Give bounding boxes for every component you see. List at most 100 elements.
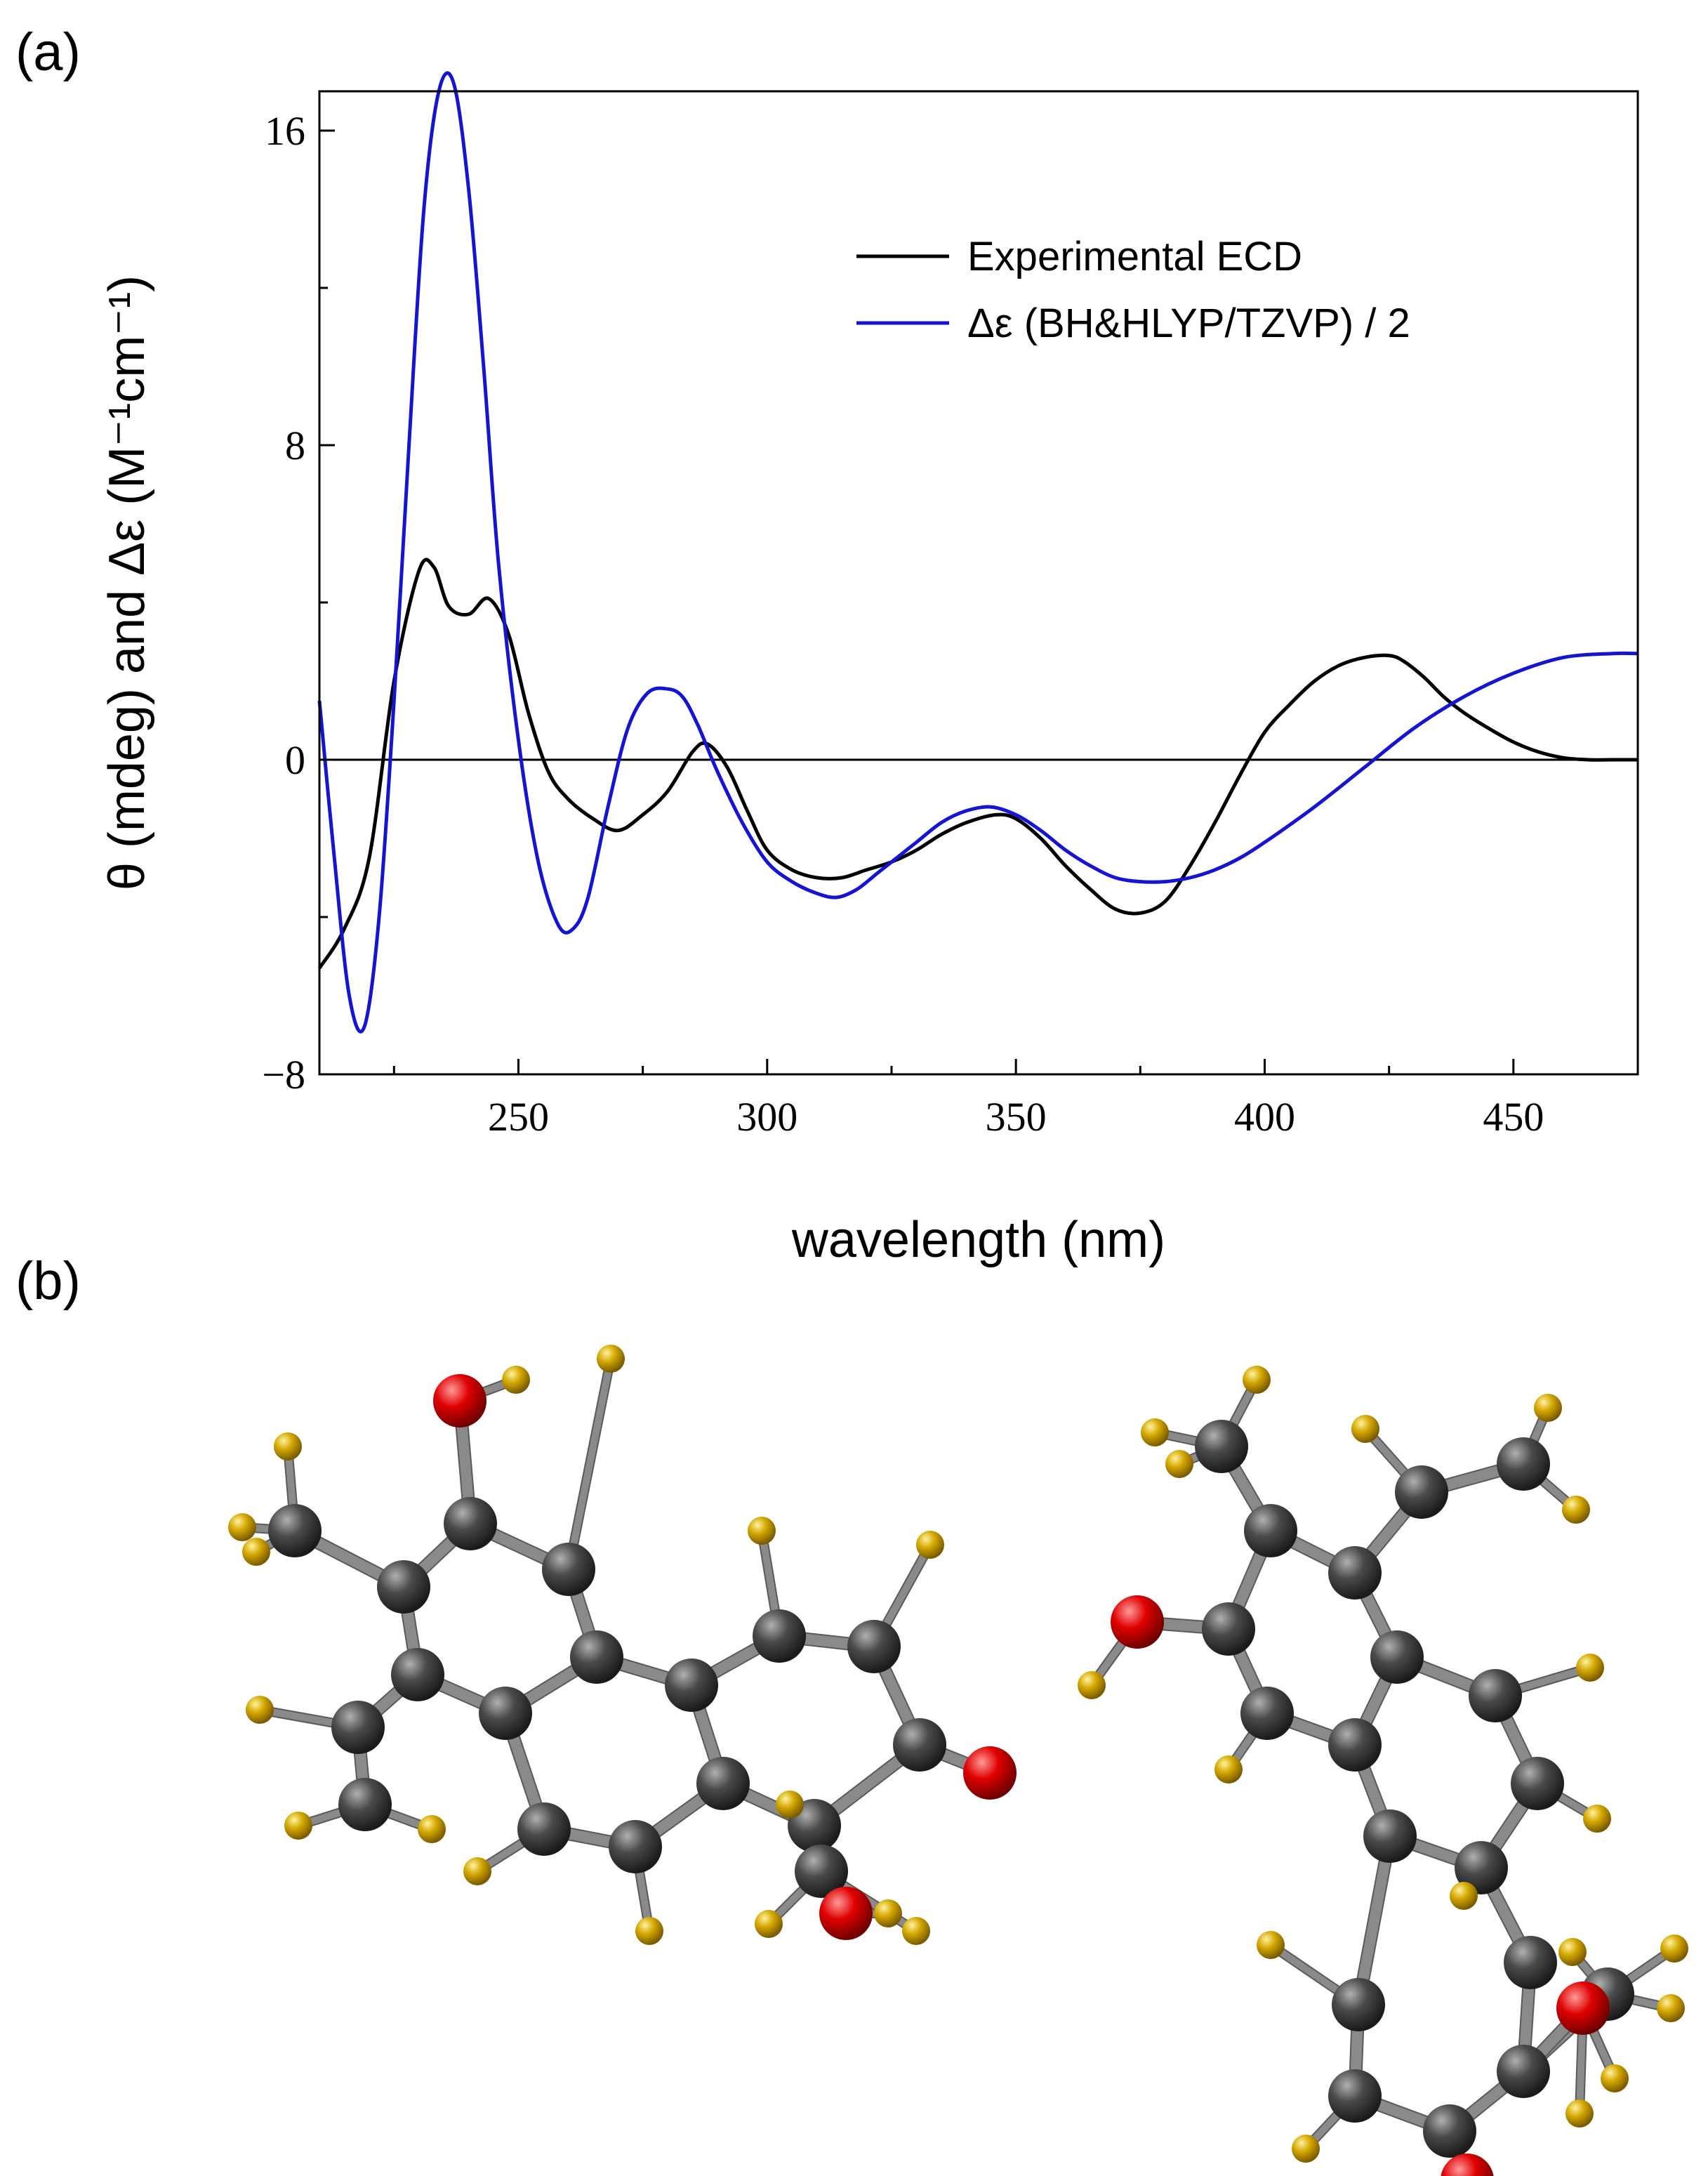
carbon-atom — [1363, 1809, 1417, 1863]
hydrogen-atom — [463, 1857, 491, 1885]
carbon-atom — [444, 1497, 497, 1550]
carbon-atom — [542, 1543, 595, 1596]
hydrogen-atom — [635, 1917, 663, 1945]
hydrogen-atom — [1243, 1366, 1271, 1394]
carbon-atom — [1395, 1465, 1448, 1519]
bond — [1353, 1831, 1396, 2010]
hydrogen-atom — [1660, 1934, 1688, 1963]
legend-label: Δε (BH&HLYP/TZVP) / 2 — [967, 301, 1410, 346]
carbon-atom — [1455, 1841, 1508, 1894]
hydrogen-atom — [228, 1513, 256, 1541]
hydrogen-atom — [1292, 2135, 1320, 2163]
carbon-atom — [753, 1609, 806, 1663]
hydrogen-atom — [1576, 1654, 1604, 1682]
y-tick-label: 16 — [265, 108, 305, 154]
carbon-atom — [696, 1757, 750, 1810]
plot-frame — [318, 90, 1639, 1076]
carbon-atom — [665, 1659, 718, 1712]
hydrogen-atom — [502, 1366, 530, 1394]
bond — [565, 1355, 614, 1573]
molecule-left — [228, 1345, 1017, 1945]
x-tick-label: 450 — [1483, 1094, 1544, 1140]
oxygen-atom — [1556, 1982, 1610, 2035]
oxygen-atom — [1111, 1595, 1164, 1649]
carbon-atom — [847, 1620, 901, 1673]
ecd-chart: 250 300 350 400 450 −8 0 8 16 wavelength (nm) θ… — [99, 71, 1639, 1268]
hydrogen-atom — [1565, 2099, 1594, 2128]
oxygen-atom — [433, 1374, 486, 1427]
hydrogen-atom — [597, 1345, 625, 1373]
hydrogen-atom — [1351, 1415, 1379, 1443]
carbon-atom — [377, 1560, 430, 1614]
carbon-atom — [1497, 2045, 1550, 2098]
carbon-atom — [517, 1802, 571, 1856]
molecule-right — [1078, 1366, 1688, 2176]
hydrogen-atom — [242, 1538, 270, 1566]
hydrogen-atom — [1214, 1755, 1243, 1783]
carbon-atom — [1328, 1546, 1382, 1600]
carbon-atom — [1244, 1504, 1297, 1557]
hydrogen-atom — [916, 1531, 944, 1559]
hydrogen-atom — [748, 1517, 776, 1545]
panel-label-a: (a) — [15, 22, 81, 82]
hydrogen-atom — [1078, 1671, 1106, 1699]
y-axis-title: θ (mdeg) and Δε (M⁻¹cm⁻¹) — [99, 275, 155, 890]
hydrogen-atom — [1601, 2064, 1629, 2092]
carbon-atom — [1370, 1630, 1424, 1684]
x-tick-label: 350 — [986, 1094, 1047, 1140]
carbon-atom — [1328, 2069, 1382, 2123]
hydrogen-atom — [874, 1899, 902, 1927]
carbon-atom — [1240, 1687, 1294, 1740]
carbon-atom — [1423, 2104, 1476, 2158]
x-tick-label: 400 — [1234, 1094, 1295, 1140]
y-tick-label: 8 — [285, 423, 305, 468]
hydrogen-atom — [1583, 1805, 1611, 1833]
carbon-atom — [570, 1630, 623, 1684]
hydrogen-atom — [1534, 1394, 1562, 1422]
series-bhhlyp-line — [317, 71, 1639, 1034]
y-tick-label: 0 — [285, 737, 305, 783]
hydrogen-atom — [902, 1917, 930, 1945]
carbon-atom — [795, 1845, 848, 1898]
y-ticks: −8 0 8 16 — [262, 108, 335, 1097]
carbon-atom — [609, 1820, 662, 1873]
oxygen-atom — [1441, 2154, 1494, 2176]
carbon-atom — [1497, 1437, 1550, 1491]
carbon-atom — [391, 1648, 444, 1701]
panel-label-b: (b) — [15, 1251, 81, 1311]
hydrogen-atom — [284, 1812, 312, 1840]
legend: Experimental ECD Δε (BH&HLYP/TZVP) / 2 — [856, 234, 1410, 346]
x-ticks: 250 300 350 400 450 — [392, 1059, 1544, 1140]
carbon-atom — [479, 1687, 532, 1740]
series-experimental-ecd-line — [317, 558, 1638, 970]
carbon-atom — [1195, 1420, 1248, 1473]
hydrogen-atom — [1657, 1994, 1685, 2022]
carbon-atom — [1504, 1936, 1557, 1989]
molecular-structures — [228, 1345, 1688, 2176]
oxygen-atom — [963, 1746, 1017, 1800]
oxygen-atom — [819, 1887, 873, 1940]
y-tick-label: −8 — [262, 1052, 305, 1097]
hydrogen-atom — [246, 1696, 274, 1724]
carbon-atom — [1469, 1669, 1522, 1722]
legend-label: Experimental ECD — [967, 234, 1302, 279]
x-axis-title: wavelength (nm) — [791, 1212, 1165, 1268]
hydrogen-atom — [1558, 1938, 1587, 1966]
hydrogen-atom — [274, 1432, 302, 1460]
carbon-atom — [893, 1718, 946, 1772]
series-layer — [317, 71, 1639, 1034]
carbon-atom — [268, 1504, 322, 1557]
hydrogen-atom — [1450, 1882, 1478, 1910]
carbon-atom — [1328, 1718, 1382, 1772]
carbon-atom — [331, 1701, 385, 1754]
x-tick-label: 250 — [488, 1094, 549, 1140]
hydrogen-atom — [418, 1815, 446, 1843]
x-tick-label: 300 — [736, 1094, 797, 1140]
hydrogen-atom — [755, 1910, 783, 1938]
carbon-atom — [338, 1778, 392, 1831]
hydrogen-atom — [1141, 1418, 1169, 1446]
hydrogen-atom — [1562, 1496, 1590, 1524]
hydrogen-atom — [1165, 1450, 1193, 1478]
carbon-atom — [1202, 1602, 1255, 1656]
